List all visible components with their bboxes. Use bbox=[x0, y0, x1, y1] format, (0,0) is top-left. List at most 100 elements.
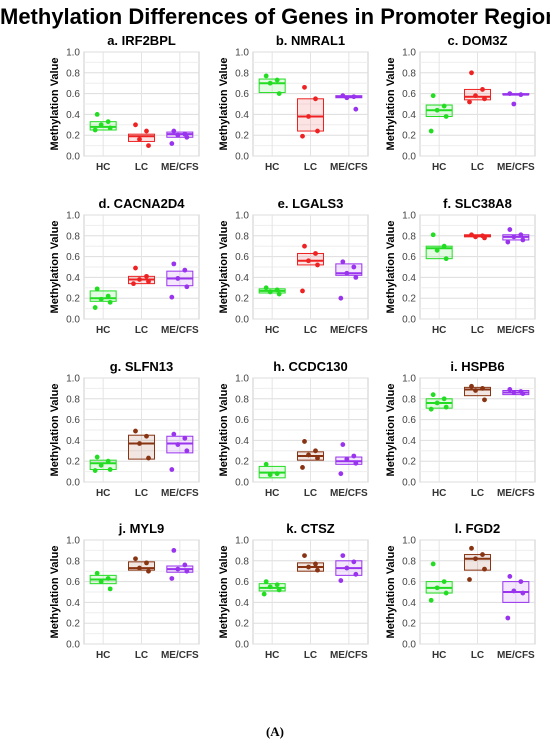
data-point bbox=[267, 472, 273, 478]
data-point bbox=[274, 582, 280, 588]
data-point bbox=[511, 101, 517, 107]
y-tick-label: 0.4 bbox=[235, 436, 249, 447]
data-point bbox=[351, 559, 357, 565]
y-tick-label: 1.0 bbox=[402, 374, 416, 385]
data-point bbox=[131, 281, 136, 287]
y-tick-label: 0.6 bbox=[66, 89, 80, 100]
data-point bbox=[182, 267, 188, 273]
data-point bbox=[518, 92, 524, 98]
data-point bbox=[507, 387, 513, 392]
data-point bbox=[469, 70, 474, 76]
y-tick-label: 1.0 bbox=[235, 374, 249, 385]
x-category-label: LC bbox=[471, 650, 484, 661]
y-tick-label: 0.6 bbox=[402, 252, 416, 263]
y-tick-label: 0.2 bbox=[235, 619, 249, 630]
data-point bbox=[175, 132, 181, 138]
panel-title: h. CCDC130 bbox=[273, 359, 347, 374]
y-tick-label: 0.8 bbox=[235, 556, 249, 567]
box bbox=[464, 554, 491, 571]
y-tick-label: 0.6 bbox=[66, 415, 80, 426]
y-tick-label: 1.0 bbox=[402, 536, 416, 547]
data-point bbox=[344, 270, 350, 276]
data-point bbox=[169, 141, 175, 146]
data-point bbox=[520, 590, 526, 596]
box bbox=[297, 252, 324, 266]
x-category-label: HC bbox=[432, 650, 446, 661]
data-point bbox=[443, 590, 449, 596]
data-point bbox=[480, 552, 485, 557]
y-tick-label: 0.6 bbox=[66, 577, 80, 588]
y-tick-label: 0.0 bbox=[402, 152, 416, 163]
data-point bbox=[94, 570, 100, 576]
x-category-label: ME/CFS bbox=[330, 650, 368, 661]
y-tick-label: 0.2 bbox=[235, 131, 249, 142]
y-tick-label: 0.8 bbox=[66, 231, 80, 242]
panel-8: 0.0 0.2 0.4 0.6 0.8 1.0 Methylation Value h. CC… bbox=[218, 359, 369, 499]
data-point bbox=[184, 284, 190, 290]
box bbox=[128, 561, 155, 571]
data-point bbox=[467, 577, 472, 582]
data-point bbox=[507, 227, 513, 232]
y-tick-label: 0.8 bbox=[66, 68, 80, 79]
y-axis-label: Methylation Value bbox=[385, 546, 397, 639]
y-tick-label: 0.2 bbox=[66, 131, 80, 142]
data-point bbox=[105, 293, 111, 299]
y-axis-label: Methylation Value bbox=[49, 546, 61, 639]
y-tick-label: 1.0 bbox=[235, 211, 249, 222]
x-category-label: HC bbox=[265, 650, 279, 661]
data-point bbox=[428, 128, 434, 134]
panel-6: 0.0 0.2 0.4 0.6 0.8 1.0 Methylation Value f. SL… bbox=[385, 196, 536, 336]
data-point bbox=[430, 232, 436, 238]
y-tick-label: 0.4 bbox=[235, 273, 249, 284]
panel-1: 0.0 0.2 0.4 0.6 0.8 1.0 Methylation Value a. IR… bbox=[49, 33, 200, 173]
y-axis-label: Methylation Value bbox=[49, 221, 61, 314]
y-tick-label: 0.0 bbox=[235, 315, 249, 326]
x-category-label: ME/CFS bbox=[161, 162, 199, 173]
y-tick-label: 1.0 bbox=[66, 536, 80, 547]
y-tick-label: 0.2 bbox=[402, 619, 416, 630]
data-point bbox=[261, 591, 267, 597]
x-category-label: HC bbox=[265, 488, 279, 499]
y-tick-label: 0.6 bbox=[66, 252, 80, 263]
x-category-label: ME/CFS bbox=[497, 650, 535, 661]
data-point bbox=[92, 468, 98, 473]
data-point bbox=[511, 588, 517, 594]
y-axis-label: Methylation Value bbox=[218, 58, 230, 151]
data-point bbox=[182, 435, 188, 441]
data-point bbox=[315, 455, 320, 461]
data-point bbox=[480, 87, 485, 92]
data-point bbox=[315, 128, 320, 134]
data-point bbox=[92, 305, 98, 310]
data-point bbox=[184, 134, 190, 140]
data-point bbox=[340, 553, 346, 558]
panel-title: b. NMRAL1 bbox=[276, 33, 345, 48]
data-point bbox=[107, 586, 113, 592]
panel-title: k. CTSZ bbox=[286, 521, 334, 536]
data-point bbox=[434, 247, 440, 253]
data-point bbox=[473, 556, 478, 562]
y-tick-label: 1.0 bbox=[66, 374, 80, 385]
y-axis-label: Methylation Value bbox=[385, 384, 397, 477]
data-point bbox=[441, 103, 447, 109]
data-point bbox=[338, 578, 344, 583]
x-category-label: HC bbox=[96, 162, 110, 173]
data-point bbox=[306, 258, 311, 264]
x-category-label: ME/CFS bbox=[497, 488, 535, 499]
y-tick-label: 0.6 bbox=[235, 89, 249, 100]
x-category-label: ME/CFS bbox=[330, 162, 368, 173]
data-point bbox=[105, 119, 111, 125]
data-point bbox=[480, 386, 485, 391]
data-point bbox=[137, 277, 142, 282]
x-category-label: ME/CFS bbox=[330, 488, 368, 499]
panel-title: j. MYL9 bbox=[118, 521, 165, 536]
box bbox=[128, 133, 155, 142]
data-point bbox=[469, 232, 474, 238]
y-tick-label: 0.0 bbox=[66, 315, 80, 326]
x-category-label: LC bbox=[304, 162, 317, 173]
data-point bbox=[306, 564, 311, 570]
y-tick-label: 0.8 bbox=[235, 231, 249, 242]
y-tick-label: 1.0 bbox=[66, 211, 80, 222]
data-point bbox=[105, 458, 111, 464]
figure-title: Methylation Differences of Genes in Prom… bbox=[0, 4, 550, 29]
data-point bbox=[171, 261, 177, 267]
